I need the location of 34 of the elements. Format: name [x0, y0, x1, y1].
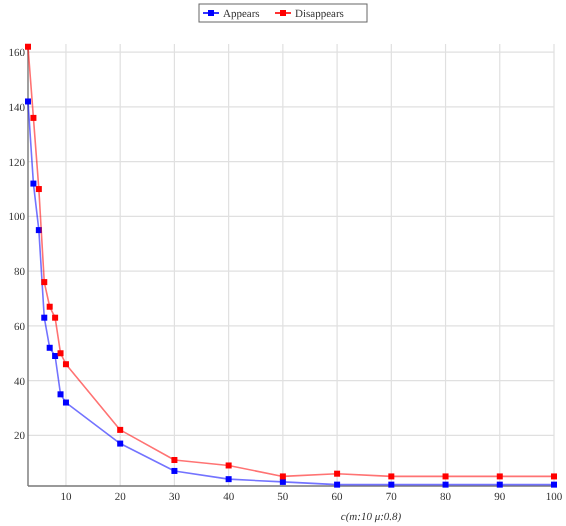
point — [30, 180, 37, 187]
point — [62, 361, 69, 368]
point — [57, 391, 64, 398]
point — [171, 467, 178, 474]
point — [52, 314, 59, 321]
point — [388, 473, 395, 480]
point — [279, 473, 286, 480]
point — [52, 353, 59, 359]
point — [334, 481, 341, 488]
point — [35, 227, 42, 234]
point — [279, 478, 286, 485]
point — [35, 186, 42, 193]
point — [442, 473, 449, 480]
point — [25, 43, 31, 50]
point — [117, 440, 124, 447]
point — [225, 476, 232, 483]
point — [225, 462, 232, 469]
point — [46, 344, 53, 351]
point — [62, 399, 69, 406]
point — [41, 279, 48, 286]
point — [496, 481, 503, 488]
point — [551, 481, 557, 488]
point — [388, 481, 395, 488]
point — [496, 473, 503, 480]
point — [25, 98, 31, 105]
point — [57, 350, 64, 357]
point — [171, 457, 178, 463]
point — [334, 470, 341, 477]
point — [117, 426, 124, 433]
point — [442, 481, 449, 488]
point — [41, 314, 48, 321]
point — [30, 114, 37, 121]
point — [551, 473, 557, 480]
point — [46, 303, 53, 310]
